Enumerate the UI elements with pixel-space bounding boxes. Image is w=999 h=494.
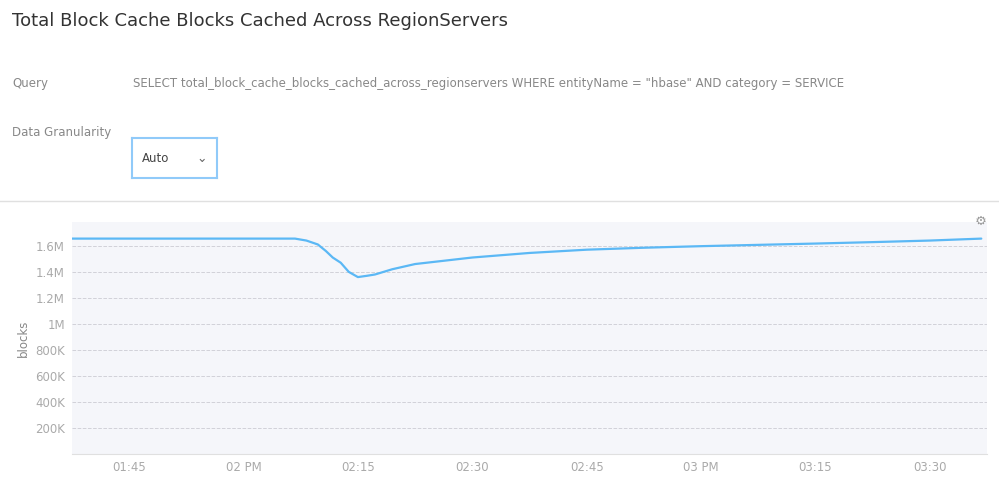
Text: ⌄: ⌄ (196, 152, 207, 165)
Text: Data Granularity: Data Granularity (12, 126, 111, 139)
Text: ⚙: ⚙ (975, 215, 987, 228)
Y-axis label: blocks: blocks (17, 320, 30, 357)
Text: Auto: Auto (142, 152, 170, 165)
Text: Query: Query (12, 77, 48, 89)
Text: SELECT total_block_cache_blocks_cached_across_regionservers WHERE entityName = ": SELECT total_block_cache_blocks_cached_a… (133, 77, 844, 89)
Text: Total Block Cache Blocks Cached Across RegionServers: Total Block Cache Blocks Cached Across R… (12, 12, 507, 30)
